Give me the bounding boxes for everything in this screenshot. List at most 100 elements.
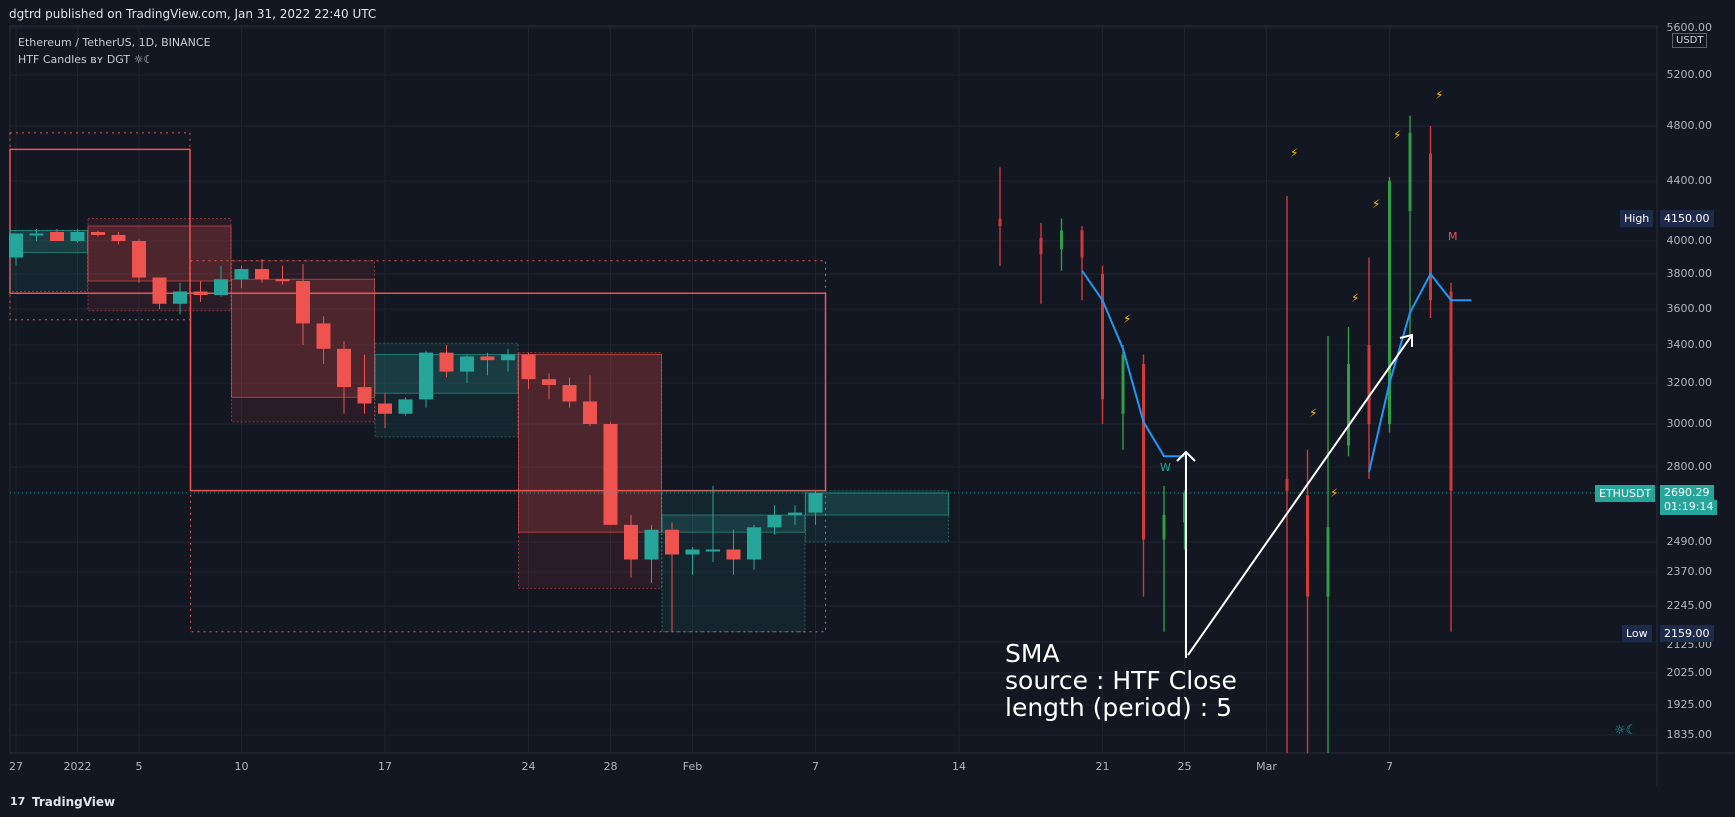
time-tick-label: 7: [1386, 760, 1393, 773]
candle-body: [562, 385, 577, 402]
candle-body: [111, 235, 126, 241]
candle-body: [378, 403, 392, 414]
htf-projection-body: [1039, 238, 1043, 255]
lightning-icon: ⚡: [1351, 291, 1360, 305]
htf-projection-body: [1388, 181, 1391, 424]
chart-legend: Ethereum / TetherUS, 1D, BINANCE HTF Can…: [18, 34, 211, 68]
candle-body: [521, 354, 536, 380]
candle-body: [439, 352, 454, 372]
countdown-tag: 01:19:14: [1660, 500, 1718, 515]
price-tick-label: 3000.00: [1666, 417, 1713, 430]
htf-projection-body: [1101, 274, 1104, 400]
candle-body: [665, 529, 679, 555]
candle-body: [9, 233, 23, 258]
htf-weekly-body: [87, 225, 232, 282]
candle-body: [337, 348, 351, 388]
high-value-tag: 4150.00: [1660, 210, 1714, 227]
currency-unit-label[interactable]: USDT: [1672, 33, 1708, 48]
htf-weekly-body: [661, 514, 806, 533]
candle-body: [316, 323, 331, 349]
high-label-tag: High: [1620, 210, 1654, 227]
candle-body: [747, 527, 761, 560]
symbol-tag: ETHUSDT: [1595, 485, 1656, 502]
htf-weekly-box: [805, 490, 949, 543]
annotation-arrowhead: [1399, 333, 1413, 347]
candle-body: [583, 401, 597, 424]
price-tick-label: 2800.00: [1666, 460, 1713, 473]
candle-body: [91, 232, 105, 235]
candle-body: [788, 512, 802, 516]
lightning-icon: ⚡: [1435, 88, 1444, 102]
time-tick-label: 28: [603, 760, 618, 773]
htf-projection-body: [1080, 230, 1084, 258]
htf-projection-body: [1367, 345, 1371, 424]
tradingview-logo-icon[interactable]: 17: [10, 795, 26, 808]
time-tick-label: Feb: [682, 760, 703, 773]
htf-projection-body: [1429, 153, 1432, 301]
candle-body: [132, 241, 146, 278]
htf-projection-body: [1285, 478, 1289, 491]
htf-projection-body: [1183, 493, 1186, 523]
annotation-arrow: [1187, 334, 1413, 656]
publish-header: dgtrd published on TradingView.com, Jan …: [0, 0, 1735, 26]
time-tick-label: 27: [9, 760, 23, 773]
price-tick-label: 2025.00: [1666, 666, 1713, 679]
candle-body: [706, 549, 720, 552]
price-chart[interactable]: [0, 0, 1735, 786]
htf-monthly-wick-box: [9, 132, 191, 321]
tradingview-brand[interactable]: TradingView: [32, 795, 116, 809]
candle-body: [480, 356, 495, 361]
price-tick-label: 5200.00: [1666, 68, 1713, 81]
price-tick-label: 3800.00: [1666, 267, 1713, 280]
candle-body: [542, 379, 556, 386]
footer-bar: 17 TradingView: [0, 786, 1735, 817]
candle-body: [624, 524, 638, 560]
htf-projection-body: [1449, 291, 1453, 491]
candle-body: [419, 352, 433, 400]
lightning-icon: ⚡: [1393, 128, 1402, 142]
m-marker: M: [1448, 230, 1458, 243]
lightning-icon: ⚡: [1330, 486, 1339, 500]
lightning-icon: ⚡: [1372, 197, 1381, 211]
htf-projection-body: [1408, 132, 1412, 211]
annotation-line-1: SMA: [1005, 639, 1060, 668]
candle-body: [603, 424, 618, 525]
candle-body: [726, 549, 741, 560]
annotation-line-3: length (period) : 5: [1005, 693, 1233, 722]
candle-body: [70, 232, 85, 241]
htf-projection-body: [1121, 354, 1125, 414]
candle-body: [767, 515, 782, 528]
low-value-tag: 2159.00: [1660, 625, 1714, 642]
lightning-icon: ⚡: [1123, 312, 1132, 326]
candle-body: [234, 269, 249, 280]
price-tick-label: 3600.00: [1666, 302, 1713, 315]
signature-icon: ☼☾: [1614, 723, 1638, 738]
price-tick-label: 3400.00: [1666, 338, 1713, 351]
price-tick-label: 1925.00: [1666, 698, 1713, 711]
candle-body: [644, 529, 659, 560]
htf-monthly-body-box: [9, 148, 191, 294]
time-tick-label: 17: [378, 760, 392, 773]
sma-annotation: SMA source : HTF Close length (period) :…: [1005, 640, 1237, 721]
indicator-legend[interactable]: HTF Candles ʙʏ DGT ☼☾: [18, 53, 154, 66]
chart-pane: [9, 25, 1658, 754]
sma-line-segment: [1081, 270, 1185, 458]
time-tick-label: 24: [521, 760, 536, 773]
candle-body: [357, 387, 372, 404]
price-tick-label: 5600.00: [1666, 21, 1713, 34]
htf-projection-body: [1306, 495, 1309, 597]
w-marker: W: [1160, 461, 1171, 474]
time-tick-label: 25: [1177, 760, 1192, 773]
last-price-tag: 2690.29: [1660, 485, 1714, 500]
price-tick-label: 2370.00: [1666, 565, 1713, 578]
candle-body: [255, 269, 269, 280]
htf-projection-body: [1347, 364, 1350, 446]
price-tick-label: 1835.00: [1666, 728, 1713, 741]
price-tick-label: 4400.00: [1666, 174, 1713, 187]
annotation-line-2: source : HTF Close: [1005, 666, 1237, 695]
htf-projection-body: [1142, 364, 1145, 540]
price-tick-label: 4000.00: [1666, 234, 1713, 247]
symbol-legend[interactable]: Ethereum / TetherUS, 1D, BINANCE: [18, 36, 211, 49]
low-label-tag: Low: [1622, 625, 1652, 642]
lightning-icon: ⚡: [1290, 146, 1299, 160]
